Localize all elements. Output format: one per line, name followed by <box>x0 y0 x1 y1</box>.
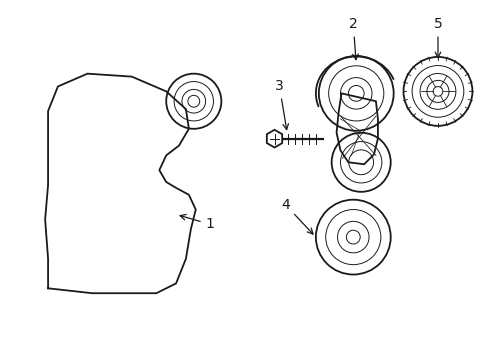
Text: 3: 3 <box>275 80 288 130</box>
Text: 1: 1 <box>180 215 214 231</box>
Polygon shape <box>266 130 282 148</box>
Text: 2: 2 <box>348 17 358 60</box>
Text: 5: 5 <box>433 17 442 58</box>
Text: 4: 4 <box>281 198 312 234</box>
Polygon shape <box>336 93 377 164</box>
